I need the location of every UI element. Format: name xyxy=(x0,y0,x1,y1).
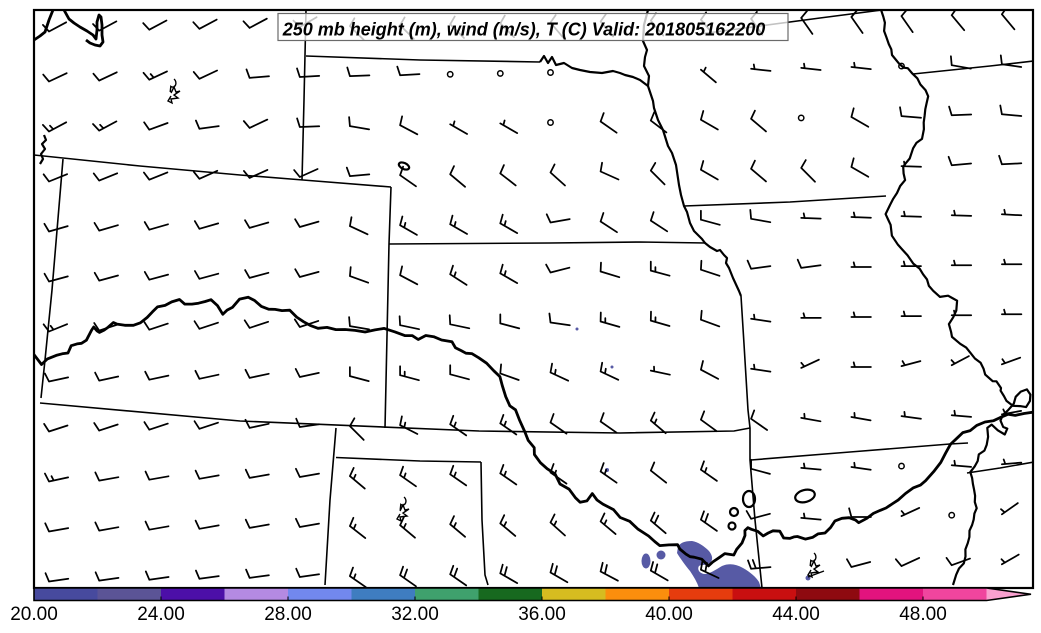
svg-text:28.00: 28.00 xyxy=(264,604,312,625)
svg-text:44.00: 44.00 xyxy=(772,604,820,625)
svg-text:250 mb height (m), wind (m/s),: 250 mb height (m), wind (m/s), T (C) Val… xyxy=(282,20,765,40)
svg-text:48.00: 48.00 xyxy=(899,604,947,625)
svg-text:20.00: 20.00 xyxy=(10,604,58,625)
svg-text:36.00: 36.00 xyxy=(518,604,566,625)
svg-text:32.00: 32.00 xyxy=(391,604,439,625)
svg-text:40.00: 40.00 xyxy=(645,604,693,625)
svg-text:24.00: 24.00 xyxy=(137,604,185,625)
